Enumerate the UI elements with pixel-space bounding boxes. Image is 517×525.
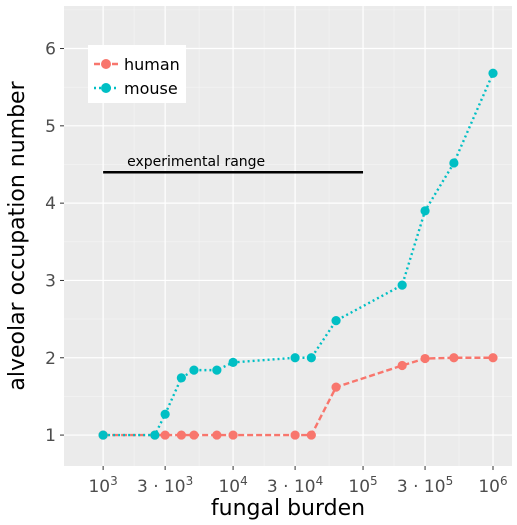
legend-key-mouse-point [101, 83, 111, 93]
data-point-human [290, 430, 300, 440]
y-tick-label: 1 [45, 426, 56, 446]
data-point-human [160, 430, 170, 440]
data-point-mouse [189, 365, 199, 375]
data-point-human [306, 430, 316, 440]
data-point-human [228, 430, 238, 440]
data-point-human [189, 430, 199, 440]
y-tick-label: 3 [45, 271, 56, 291]
data-point-mouse [150, 430, 160, 440]
data-point-mouse [160, 409, 170, 419]
x-tick-label: 103 [88, 474, 117, 497]
data-point-mouse [331, 316, 341, 326]
data-point-human [420, 353, 430, 364]
experimental-range-annotation: experimental range [103, 154, 364, 174]
series-line-mouse [103, 72, 495, 437]
data-point-mouse [98, 430, 108, 440]
y-tick-label: 2 [45, 349, 56, 369]
data-point-human [488, 353, 498, 363]
x-tick-label: 3 · 103 [137, 474, 193, 497]
legend-label-human: human [124, 55, 180, 74]
legend-box [88, 45, 186, 103]
x-tick-label: 104 [218, 474, 247, 497]
x-tick-label: 105 [348, 474, 377, 497]
data-point-mouse [212, 365, 222, 375]
data-point-mouse [306, 353, 316, 363]
data-point-mouse [449, 158, 459, 168]
x-axis-title: fungal burden [211, 496, 365, 521]
data-point-human [397, 360, 407, 371]
data-point-mouse [228, 357, 238, 368]
data-point-human [449, 353, 459, 363]
data-point-mouse [488, 68, 498, 78]
data-point-human [331, 382, 341, 392]
data-point-human [176, 430, 186, 440]
grid-minor [64, 6, 512, 466]
x-tick-label: 3 · 105 [397, 474, 453, 497]
x-tick-label: 3 · 104 [267, 474, 323, 497]
data-point-mouse [420, 206, 430, 216]
y-tick-label: 5 [45, 117, 56, 137]
y-axis-title: alveolar occupation number [5, 80, 30, 390]
data-point-mouse [397, 280, 407, 290]
data-point-mouse [176, 373, 186, 383]
grid-major [64, 6, 512, 466]
x-tick-label: 106 [478, 474, 507, 497]
series-points [98, 68, 498, 440]
experimental-range-label: experimental range [127, 154, 265, 170]
x-axis-ticks: 103 3 · 103 104 3 · 104 105 3 · 105 106 [88, 466, 508, 497]
y-tick-label: 6 [45, 40, 56, 60]
data-point-human [212, 430, 222, 440]
legend-key-human-point [101, 59, 111, 69]
legend: human mouse [88, 45, 186, 103]
legend-label-mouse: mouse [124, 79, 178, 98]
y-axis-ticks: 1 2 3 4 5 6 [45, 40, 64, 446]
y-tick-label: 4 [45, 194, 56, 214]
data-point-mouse [290, 353, 300, 363]
